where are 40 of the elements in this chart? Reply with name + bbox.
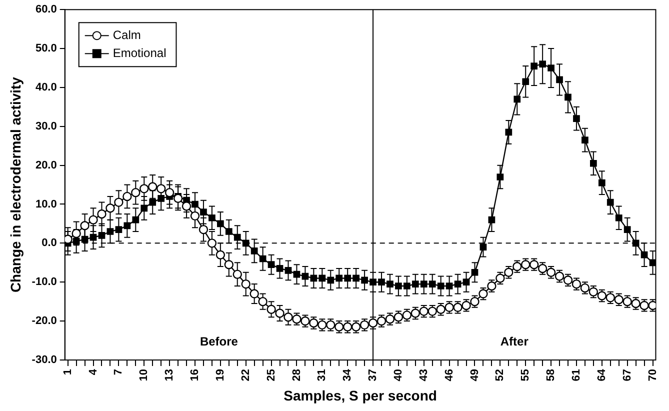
x-tick-label: 61 — [570, 368, 583, 382]
y-tick-label: 50.0 — [35, 42, 57, 55]
x-tick-label: 10 — [138, 368, 150, 382]
y-tick-label: 10.0 — [35, 198, 57, 210]
x-tick-label: 13 — [164, 368, 176, 382]
x-tick-label: 67 — [621, 368, 634, 382]
x-tick-label: 37 — [367, 368, 380, 382]
x-tick-label: 40 — [392, 368, 404, 382]
x-tick-label: 64 — [596, 368, 608, 382]
x-tick-label: 34 — [342, 368, 354, 382]
y-tick-label: 0.0 — [42, 237, 57, 250]
y-tick-label: 30.0 — [35, 120, 57, 132]
x-tick-label: 43 — [418, 368, 430, 382]
x-axis-title: Samples, S per second — [284, 387, 437, 404]
x-tick-label: 4 — [87, 368, 100, 376]
x-tick-label: 55 — [520, 368, 532, 382]
y-tick-label: -10.0 — [32, 276, 57, 288]
x-tick-label: 7 — [112, 368, 125, 376]
y-tick-label: -20.0 — [32, 315, 57, 328]
x-tick-label: 16 — [189, 368, 202, 382]
x-tick-label: 31 — [316, 368, 328, 382]
x-tick-label: 22 — [240, 368, 252, 382]
annotation: Before — [200, 334, 238, 348]
y-tick-label: 20.0 — [35, 159, 57, 172]
x-tick-label: 58 — [545, 368, 558, 382]
annotation: After — [500, 334, 529, 348]
x-tick-label: 46 — [443, 368, 456, 382]
x-tick-label: 28 — [290, 368, 303, 382]
legend-label: Calm — [112, 28, 141, 42]
x-tick-label: 25 — [265, 368, 278, 382]
x-tick-label: 49 — [468, 368, 481, 382]
y-tick-label: -30.0 — [32, 354, 57, 366]
y-axis-title: Change in electrodermal activity — [7, 76, 24, 293]
x-tick-label: 52 — [494, 368, 506, 382]
legend-label: Emotional — [112, 46, 166, 60]
y-tick-label: 40.0 — [35, 81, 57, 94]
x-tick-label: 1 — [62, 368, 74, 376]
y-tick-label: 60.0 — [35, 4, 57, 16]
x-tick-label: 70 — [646, 368, 659, 382]
x-tick-label: 19 — [214, 368, 226, 382]
